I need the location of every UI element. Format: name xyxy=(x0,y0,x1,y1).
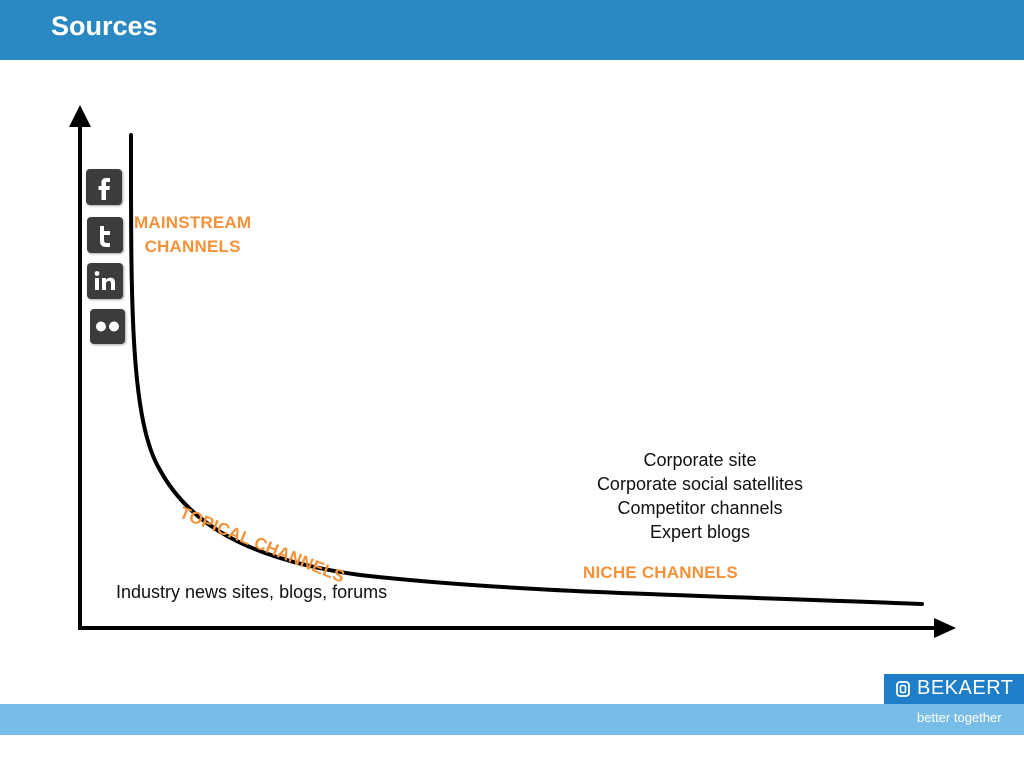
y-axis-arrowhead xyxy=(69,105,91,127)
niche-source-item: Expert blogs xyxy=(649,522,751,542)
brand-name: BEKAERT xyxy=(917,677,1014,699)
mainstream-line1: MAINSTREAM xyxy=(134,213,252,232)
bekaert-logo-mark xyxy=(896,681,910,697)
flickr-icon xyxy=(90,309,125,344)
brand-tagline: better together xyxy=(917,710,1002,725)
niche-source-item: Corporate social satellites xyxy=(596,474,804,494)
header-bar xyxy=(0,0,1024,60)
x-axis-arrowhead xyxy=(934,618,956,638)
industry-sources-label: Industry news sites, blogs, forums xyxy=(116,582,388,602)
mainstream-channels-label: MAINSTREAM CHANNELS xyxy=(134,211,251,259)
niche-sources-list: Corporate site Corporate social satellit… xyxy=(560,448,840,544)
long-tail-curve xyxy=(128,133,924,606)
bekaert-logo: BEKAERT xyxy=(884,674,1024,704)
niche-source-item: Corporate site xyxy=(643,450,757,470)
niche-channels-label: NICHE CHANNELS xyxy=(583,563,738,582)
twitter-icon xyxy=(87,217,123,253)
niche-source-item: Competitor channels xyxy=(617,498,783,518)
facebook-icon xyxy=(86,169,122,205)
footer-stripe xyxy=(0,704,1024,735)
linkedin-icon xyxy=(87,263,123,299)
page-title: Sources xyxy=(51,11,158,41)
mainstream-line2: CHANNELS xyxy=(144,237,241,256)
